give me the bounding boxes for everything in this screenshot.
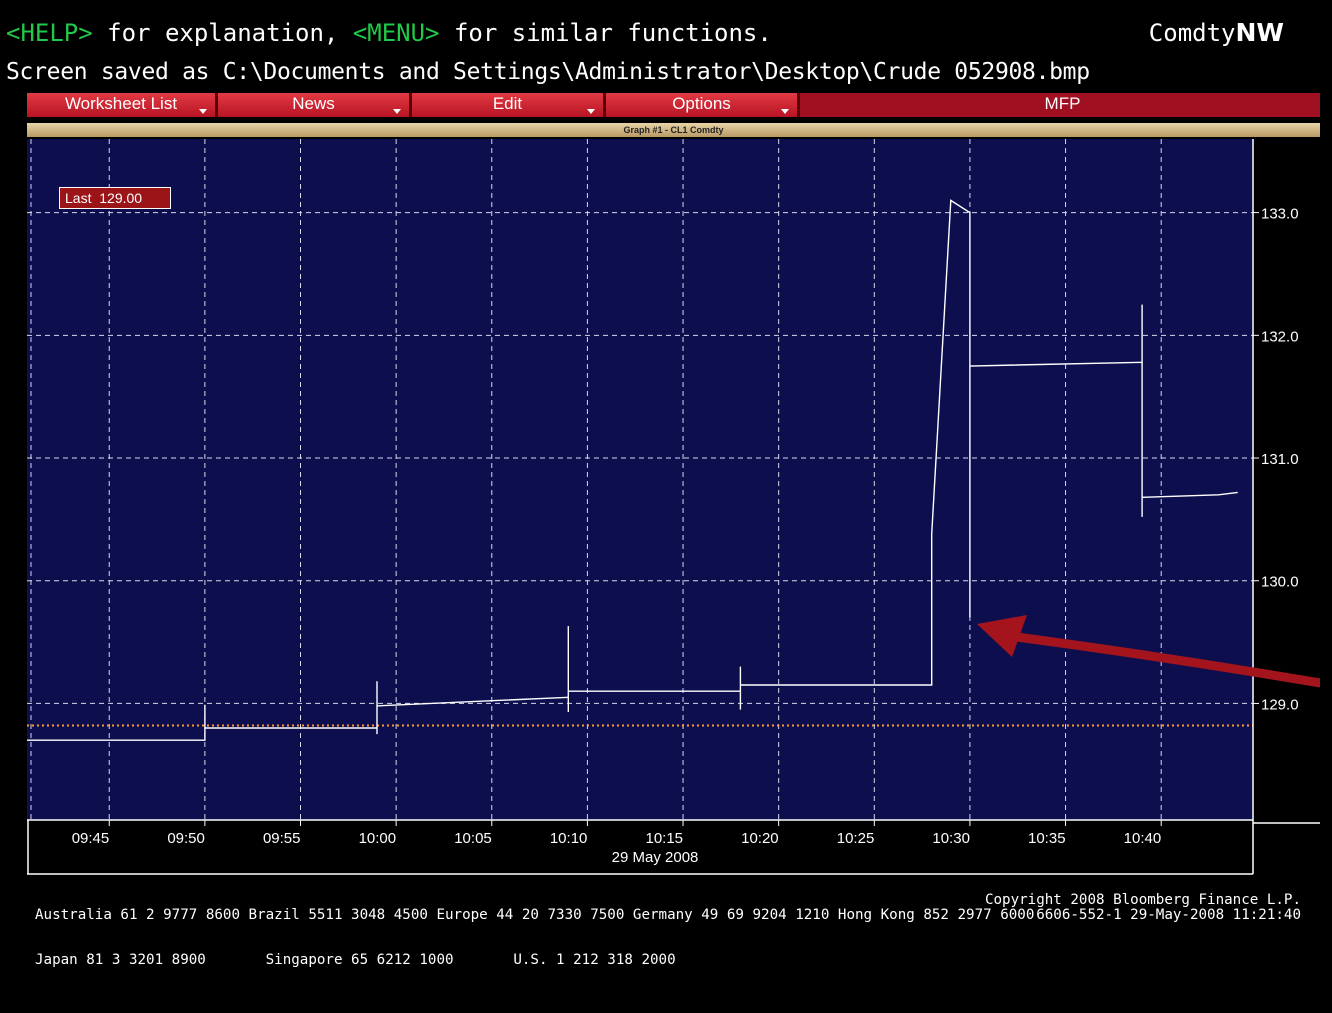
graph-title: Graph #1 - CL1 Comdty <box>27 123 1320 137</box>
chart-svg[interactable]: 09:45 09:50 09:55 10:00 10:05 10:10 10:15 10:20… <box>27 137 1320 875</box>
x-tick-label: 09:50 <box>167 830 205 847</box>
x-tick-label: 10:05 <box>454 830 492 847</box>
help-key[interactable]: <HELP> <box>6 19 93 47</box>
x-tick-label: 10:00 <box>359 830 397 847</box>
menu-bar: Worksheet List News Edit Options MFP <box>27 93 1320 117</box>
menu-news[interactable]: News <box>218 93 412 117</box>
annotation-arrowhead-icon <box>977 615 1027 657</box>
x-tick-label: 10:40 <box>1124 830 1162 847</box>
last-price-box: Last 129.00 <box>59 187 171 209</box>
dropdown-arrow-icon <box>199 109 207 114</box>
x-tick-label: 10:25 <box>837 830 875 847</box>
y-tick-label: 129.0 <box>1261 696 1299 713</box>
menu-options-label: Options <box>672 94 731 113</box>
chart-date-label: 29 May 2008 <box>612 849 699 866</box>
x-tick-label: 10:35 <box>1028 830 1066 847</box>
y-tick-label: 133.0 <box>1261 206 1299 223</box>
footer-contacts: Australia 61 2 9777 8600 Brazil 5511 304… <box>35 878 1301 968</box>
y-tick-label: 131.0 <box>1261 451 1299 468</box>
dropdown-arrow-icon <box>587 109 595 114</box>
mfp-button[interactable]: MFP <box>1044 94 1081 113</box>
dropdown-arrow-icon <box>393 109 401 114</box>
menu-key[interactable]: <MENU> <box>352 19 440 47</box>
footer-line-2-left: Japan 81 3 3201 8900 Singapore 65 6212 1… <box>35 952 676 968</box>
menu-text: for similar functions. <box>439 19 772 47</box>
price-chart[interactable]: 09:45 09:50 09:55 10:00 10:05 10:10 10:15 10:20… <box>27 137 1320 875</box>
menu-worksheet-list[interactable]: Worksheet List <box>27 93 218 117</box>
help-text: for explanation, <box>92 19 353 47</box>
y-tick-label: 132.0 <box>1261 328 1299 345</box>
footer-timestamp: 6606-552-1 29-May-2008 11:21:40 <box>1036 907 1301 923</box>
x-tick-label: 10:20 <box>741 830 779 847</box>
annotation-arrow-icon <box>1012 632 1320 688</box>
last-value: 129.00 <box>99 190 143 206</box>
x-tick-label: 10:15 <box>645 830 683 847</box>
price-series-line <box>27 199 1238 741</box>
footer-line-1: Australia 61 2 9777 8600 Brazil 5511 304… <box>35 907 1035 923</box>
x-tick-label: 10:10 <box>550 830 588 847</box>
security-label-comdty: Comdty <box>1148 19 1236 47</box>
last-label: Last <box>65 190 92 206</box>
dropdown-arrow-icon <box>781 109 789 114</box>
y-tick-label: 130.0 <box>1261 574 1299 591</box>
help-line: <HELP> for explanation, <MENU> for simil… <box>6 18 1326 48</box>
security-label-nw: NW <box>1235 18 1285 47</box>
security-label: ComdtyNW <box>1149 18 1284 48</box>
x-tick-label: 09:55 <box>263 830 301 847</box>
menu-edit-label: Edit <box>492 94 523 113</box>
x-tick-label: 10:30 <box>932 830 970 847</box>
saved-status-line: Screen saved as C:\Documents and Setting… <box>6 59 1090 85</box>
footer-copyright: Copyright 2008 Bloomberg Finance L.P. <box>984 892 1301 908</box>
menu-options[interactable]: Options <box>606 93 800 117</box>
menu-worksheet-list-label: Worksheet List <box>64 94 178 113</box>
plot-area <box>27 139 1253 820</box>
menu-news-label: News <box>292 94 335 113</box>
menu-edit[interactable]: Edit <box>412 93 606 117</box>
x-tick-label: 09:45 <box>72 830 110 847</box>
